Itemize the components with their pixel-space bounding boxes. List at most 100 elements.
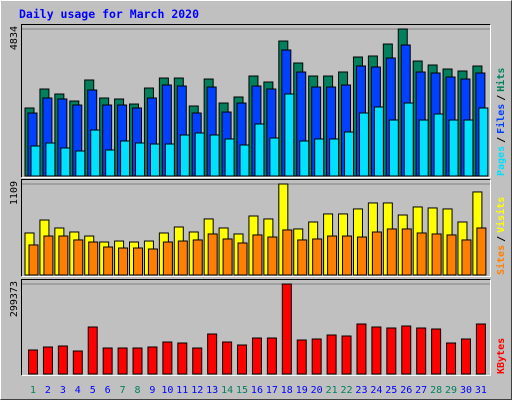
legend: Sites / Visits [495, 197, 507, 275]
x-tick-label: 25 [385, 385, 397, 396]
bar [461, 239, 472, 276]
x-tick-label: 24 [370, 385, 382, 396]
bar [72, 350, 83, 375]
x-tick-label: 9 [149, 385, 155, 396]
bar [431, 328, 442, 375]
bar [209, 134, 220, 177]
bar [356, 323, 367, 375]
x-tick-label: 2 [45, 385, 51, 396]
bar [117, 347, 128, 375]
plot-border [21, 179, 491, 277]
legend-separator: / [496, 95, 507, 101]
bar [281, 283, 292, 375]
bar [463, 119, 474, 177]
bar [266, 337, 277, 375]
x-tick-label: 19 [296, 385, 308, 396]
bar [43, 235, 54, 276]
bar [282, 229, 293, 276]
bar [118, 247, 129, 276]
bar [267, 236, 278, 276]
bar [57, 345, 68, 375]
bar [269, 137, 280, 177]
bar [478, 107, 489, 177]
x-tick-label: 31 [475, 385, 487, 396]
bar [120, 140, 131, 177]
bar [28, 244, 39, 276]
bar [102, 347, 113, 375]
bar [207, 233, 218, 276]
bar [401, 325, 412, 375]
bar [75, 150, 86, 177]
bar [475, 323, 486, 375]
bar [239, 144, 250, 177]
y-tick-label: 4834 [9, 26, 20, 50]
legend-separator: / [496, 236, 507, 242]
bar [314, 138, 325, 177]
bar [476, 227, 487, 276]
legend-entry: Visits [495, 197, 507, 233]
legend-entry: Pages [496, 146, 507, 176]
y-tick-label: 299373 [9, 281, 20, 317]
bar [296, 339, 307, 375]
bar [356, 236, 367, 276]
bar [194, 132, 205, 177]
bar [42, 346, 53, 375]
bar [371, 326, 382, 375]
bar [416, 327, 427, 375]
bar [416, 232, 427, 276]
x-tick-label: 4 [75, 385, 81, 396]
bar [28, 349, 38, 375]
chart-title: Daily usage for March 2020 [19, 7, 199, 21]
bar [386, 228, 397, 276]
bar [344, 131, 355, 177]
x-tick-label: 22 [341, 385, 353, 396]
bar [237, 344, 248, 375]
bar [371, 231, 382, 276]
bar [329, 138, 340, 177]
plot-border [21, 279, 491, 376]
bar [179, 134, 190, 177]
legend-separator: / [496, 137, 507, 143]
x-tick-label: 1 [30, 385, 36, 396]
legend-entry: Sites [495, 245, 507, 275]
x-tick-label: 5 [90, 385, 96, 396]
bar [103, 246, 114, 276]
bar [327, 235, 338, 276]
bar [237, 242, 248, 276]
bar [177, 342, 188, 375]
bar [147, 346, 158, 375]
bar [448, 119, 459, 177]
plot-border [21, 279, 491, 376]
x-tick-label: 7 [120, 385, 126, 396]
bar [252, 234, 263, 276]
plot-border [21, 24, 491, 178]
bar [311, 338, 322, 375]
bar [149, 143, 160, 177]
x-tick-label: 8 [134, 385, 140, 396]
bar [446, 234, 457, 276]
bar [401, 228, 412, 276]
bar [45, 142, 56, 177]
bar [403, 102, 414, 177]
bar [326, 334, 337, 375]
x-tick-label: 12 [191, 385, 203, 396]
bar [147, 248, 158, 276]
plot-border [21, 179, 491, 277]
bar [460, 338, 471, 375]
bar [192, 239, 203, 276]
bar [386, 327, 397, 375]
bar [207, 333, 218, 375]
bar [251, 337, 262, 375]
bar [358, 112, 369, 177]
x-tick-label: 16 [251, 385, 263, 396]
x-tick-label: 6 [105, 385, 111, 396]
bar [222, 238, 233, 276]
x-tick-label: 28 [430, 385, 442, 396]
x-tick-label: 17 [266, 385, 278, 396]
bar [90, 129, 101, 177]
bar [105, 149, 116, 177]
y-tick-label: 1109 [9, 181, 20, 205]
